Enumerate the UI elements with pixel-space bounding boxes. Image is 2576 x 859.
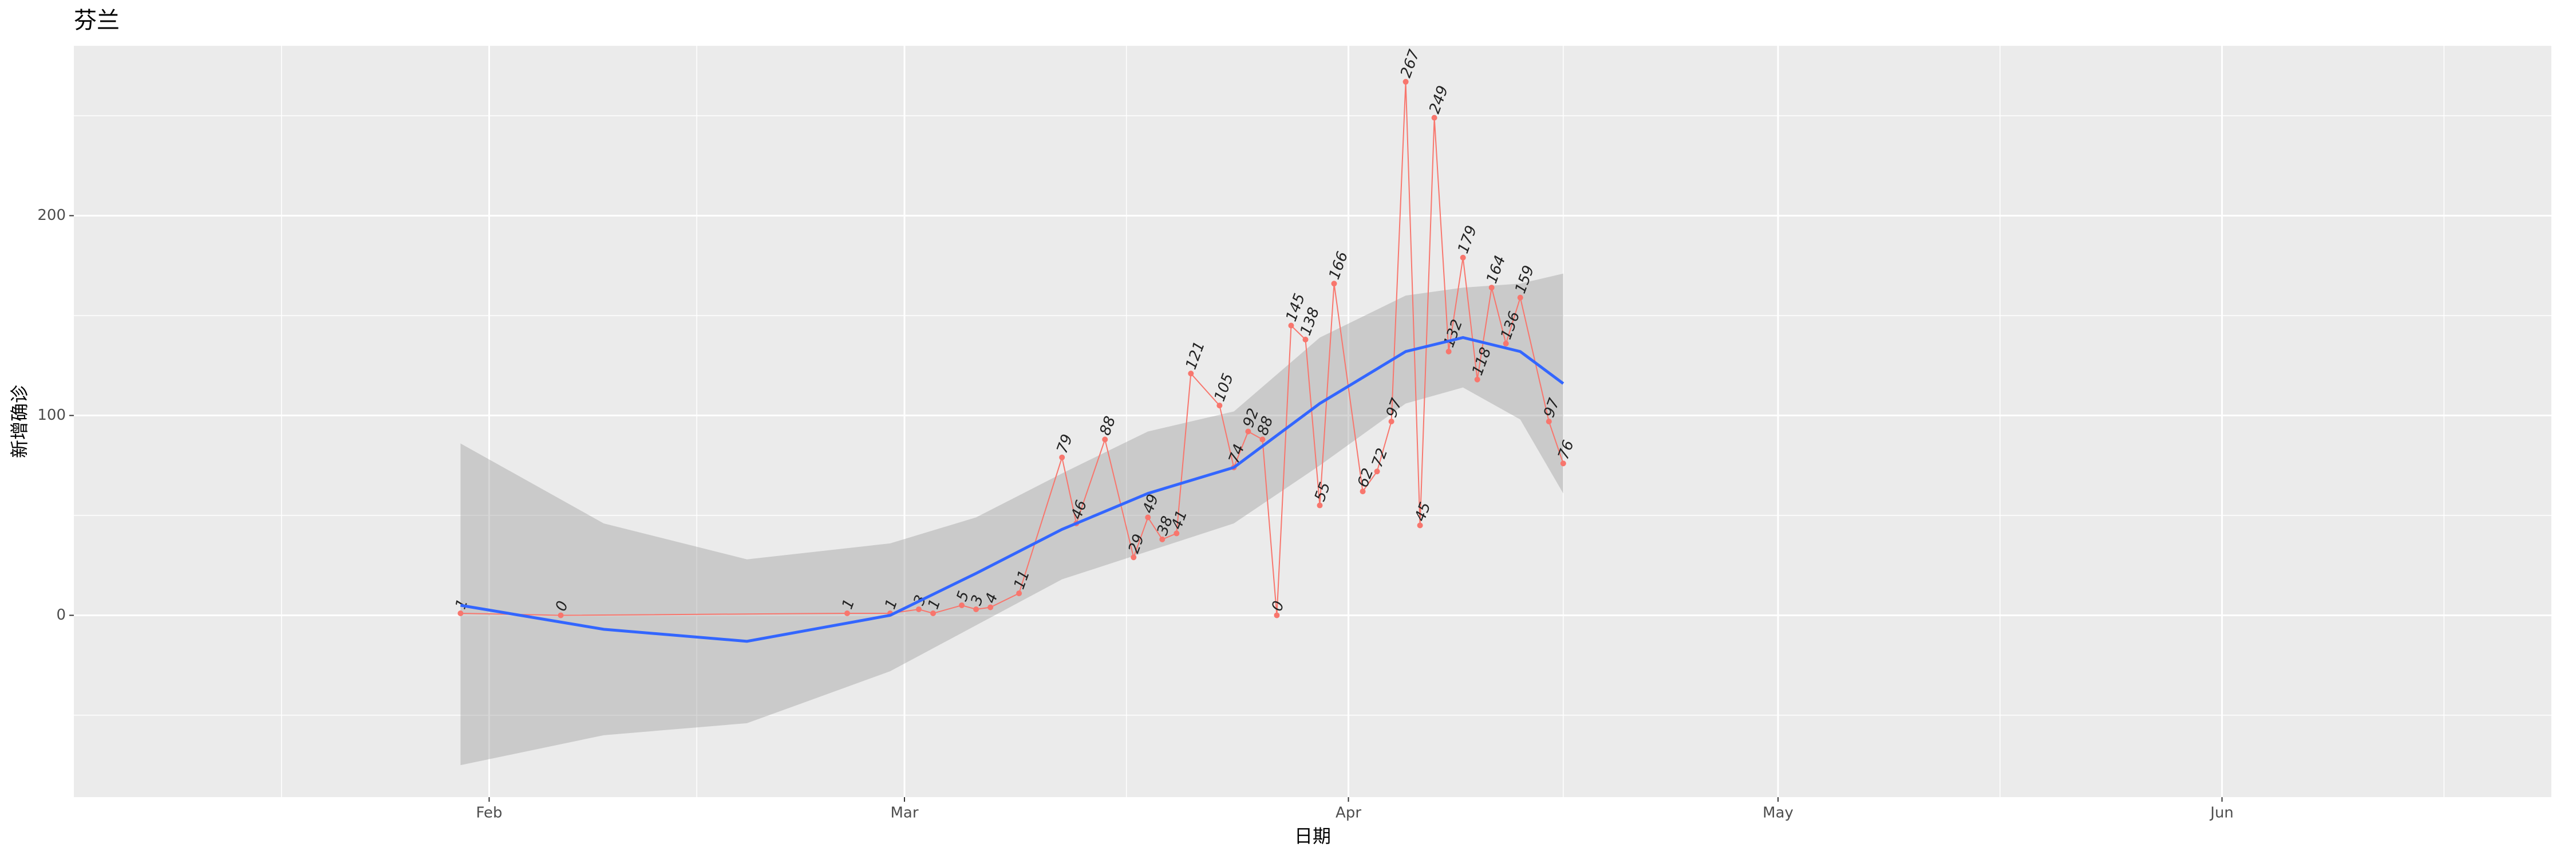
data-point (1431, 115, 1437, 121)
data-point (1016, 590, 1022, 597)
x-tick-label: Jun (2209, 805, 2234, 822)
data-point (987, 604, 994, 610)
data-point (1474, 376, 1480, 383)
data-point (1216, 403, 1223, 409)
data-point (973, 606, 979, 612)
data-point (1059, 454, 1065, 460)
data-point (1460, 254, 1466, 261)
data-point (916, 606, 922, 612)
data-point (1417, 522, 1423, 529)
data-point (457, 610, 464, 616)
x-tick-label: Apr (1336, 805, 1361, 822)
data-point (1102, 436, 1108, 443)
data-point (1445, 348, 1452, 354)
data-point (1517, 294, 1523, 301)
x-tick-label: Feb (476, 805, 502, 822)
data-point (844, 610, 850, 616)
data-point (1560, 460, 1566, 467)
data-point (1188, 371, 1194, 377)
data-point (1288, 322, 1294, 329)
data-point (1374, 468, 1380, 475)
data-point (1302, 336, 1309, 342)
y-tick-label: 0 (56, 606, 66, 624)
data-point (1274, 612, 1280, 618)
data-point (1159, 536, 1165, 542)
data-point (1259, 436, 1266, 443)
smooth-line (460, 336, 1564, 643)
data-point (1546, 419, 1552, 424)
chart-title: 芬兰 (74, 7, 120, 34)
data-point (930, 610, 937, 616)
y-tick-label: 100 (37, 407, 66, 424)
x-tick-label: May (1763, 805, 1793, 822)
data-point (1245, 428, 1251, 435)
y-axis-title: 新增确诊 (9, 385, 30, 458)
x-axis-title: 日期 (1294, 825, 1331, 847)
data-point (1360, 488, 1366, 495)
data-point (1503, 340, 1509, 346)
data-point (1388, 419, 1394, 424)
x-tick-label: Mar (890, 805, 918, 822)
data-point (1145, 514, 1151, 521)
data-point (1488, 285, 1495, 291)
data-point (1317, 502, 1323, 509)
data-point (558, 612, 564, 618)
data-point (1331, 281, 1337, 287)
data-point (1402, 78, 1409, 85)
data-point (959, 602, 965, 609)
data-point (1174, 530, 1180, 537)
data-point (1131, 554, 1137, 561)
y-tick-label: 200 (37, 207, 66, 224)
